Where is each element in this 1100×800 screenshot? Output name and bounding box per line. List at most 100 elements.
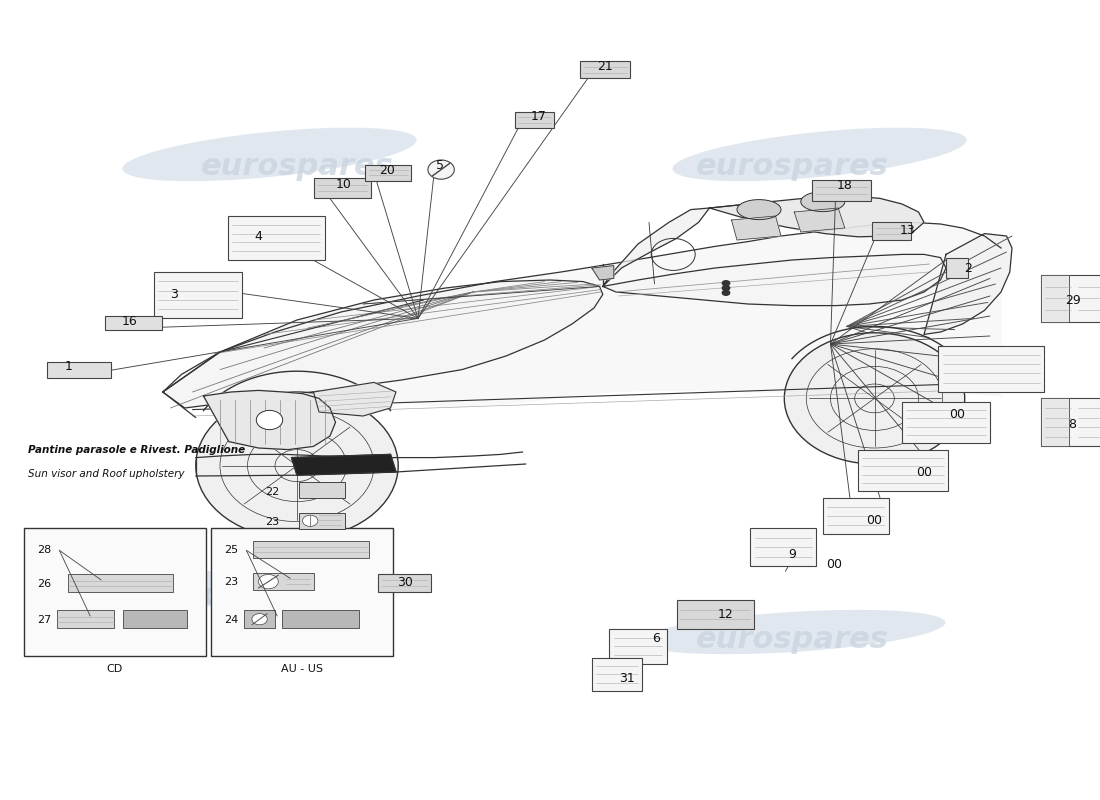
Polygon shape xyxy=(292,454,396,475)
Text: Pantine parasole e Rivest. Padiglione: Pantine parasole e Rivest. Padiglione xyxy=(28,445,244,454)
Circle shape xyxy=(302,515,318,526)
Polygon shape xyxy=(924,234,1012,334)
Bar xyxy=(1041,398,1069,446)
Text: 00: 00 xyxy=(826,558,842,570)
Text: 13: 13 xyxy=(900,224,915,237)
Text: 23: 23 xyxy=(265,518,279,527)
Polygon shape xyxy=(732,216,781,240)
Text: 00: 00 xyxy=(867,514,882,526)
Bar xyxy=(902,402,990,443)
Text: 12: 12 xyxy=(718,608,734,621)
Bar xyxy=(24,528,206,656)
Text: 20: 20 xyxy=(379,164,395,177)
Circle shape xyxy=(428,160,454,179)
Text: eurospares: eurospares xyxy=(695,152,889,181)
Text: 29: 29 xyxy=(1065,294,1080,306)
Polygon shape xyxy=(163,222,1001,406)
Text: 10: 10 xyxy=(336,178,351,190)
Ellipse shape xyxy=(122,128,417,181)
Bar xyxy=(47,362,111,378)
Circle shape xyxy=(722,290,730,296)
Ellipse shape xyxy=(737,200,781,219)
Bar xyxy=(1041,398,1100,446)
Text: 28: 28 xyxy=(37,546,51,555)
Text: 22: 22 xyxy=(265,487,279,497)
Text: 30: 30 xyxy=(397,576,412,589)
Circle shape xyxy=(196,392,398,539)
Text: 00: 00 xyxy=(916,466,932,478)
Bar xyxy=(282,610,359,628)
Bar xyxy=(515,112,554,128)
Text: eurospares: eurospares xyxy=(145,582,339,610)
Bar xyxy=(1041,398,1069,446)
Text: 25: 25 xyxy=(224,546,238,555)
Ellipse shape xyxy=(672,128,967,181)
Text: eurospares: eurospares xyxy=(200,152,394,181)
Text: eurospares: eurospares xyxy=(695,626,889,654)
Bar xyxy=(609,629,667,664)
Bar xyxy=(299,482,345,498)
Bar xyxy=(823,498,889,534)
Bar xyxy=(1041,398,1069,446)
Bar xyxy=(946,258,968,278)
Text: 6: 6 xyxy=(651,632,660,645)
Bar xyxy=(253,573,313,590)
Bar xyxy=(299,513,345,529)
Bar xyxy=(1041,275,1069,322)
Text: 00: 00 xyxy=(949,408,965,421)
Bar xyxy=(68,574,173,592)
Text: Sun visor and Roof upholstery: Sun visor and Roof upholstery xyxy=(28,469,184,478)
Text: CD: CD xyxy=(107,664,123,674)
Text: 31: 31 xyxy=(619,672,635,685)
Polygon shape xyxy=(603,208,710,286)
Text: 8: 8 xyxy=(1068,418,1077,430)
Bar xyxy=(365,165,411,181)
Ellipse shape xyxy=(639,610,945,654)
Bar xyxy=(592,658,642,691)
Text: 16: 16 xyxy=(122,315,138,328)
Bar xyxy=(244,610,275,628)
Bar xyxy=(872,222,911,240)
Text: 18: 18 xyxy=(837,179,852,192)
Bar xyxy=(123,610,187,628)
Bar xyxy=(104,316,162,330)
Bar xyxy=(812,180,871,201)
Polygon shape xyxy=(314,382,396,416)
Text: 2: 2 xyxy=(964,262,972,274)
Text: 9: 9 xyxy=(788,548,796,561)
Text: 17: 17 xyxy=(531,110,547,123)
Ellipse shape xyxy=(99,569,341,607)
Text: 23: 23 xyxy=(224,578,238,587)
Polygon shape xyxy=(710,196,924,237)
Bar xyxy=(211,528,393,656)
Bar xyxy=(676,600,754,629)
Circle shape xyxy=(722,285,730,291)
Bar xyxy=(750,528,816,566)
Text: AU - US: AU - US xyxy=(280,664,323,674)
Bar xyxy=(154,272,242,318)
Circle shape xyxy=(784,333,965,464)
Text: 26: 26 xyxy=(37,579,51,589)
Circle shape xyxy=(722,280,730,286)
Text: 24: 24 xyxy=(224,615,238,625)
Text: 27: 27 xyxy=(37,615,51,625)
Bar xyxy=(314,178,371,198)
Bar xyxy=(858,450,948,491)
Text: 5: 5 xyxy=(436,159,444,172)
Ellipse shape xyxy=(801,192,845,212)
Text: 4: 4 xyxy=(254,230,263,243)
Bar xyxy=(1041,275,1100,322)
Text: 1: 1 xyxy=(64,360,73,373)
Bar xyxy=(938,346,1044,392)
Circle shape xyxy=(258,574,278,589)
Bar xyxy=(228,216,324,260)
Polygon shape xyxy=(603,254,946,306)
Circle shape xyxy=(256,410,283,430)
Polygon shape xyxy=(794,208,845,232)
Bar xyxy=(253,541,368,558)
Bar xyxy=(1041,398,1069,446)
Polygon shape xyxy=(204,390,336,450)
Text: 3: 3 xyxy=(169,288,178,301)
Text: 21: 21 xyxy=(597,60,613,73)
Polygon shape xyxy=(592,266,614,280)
